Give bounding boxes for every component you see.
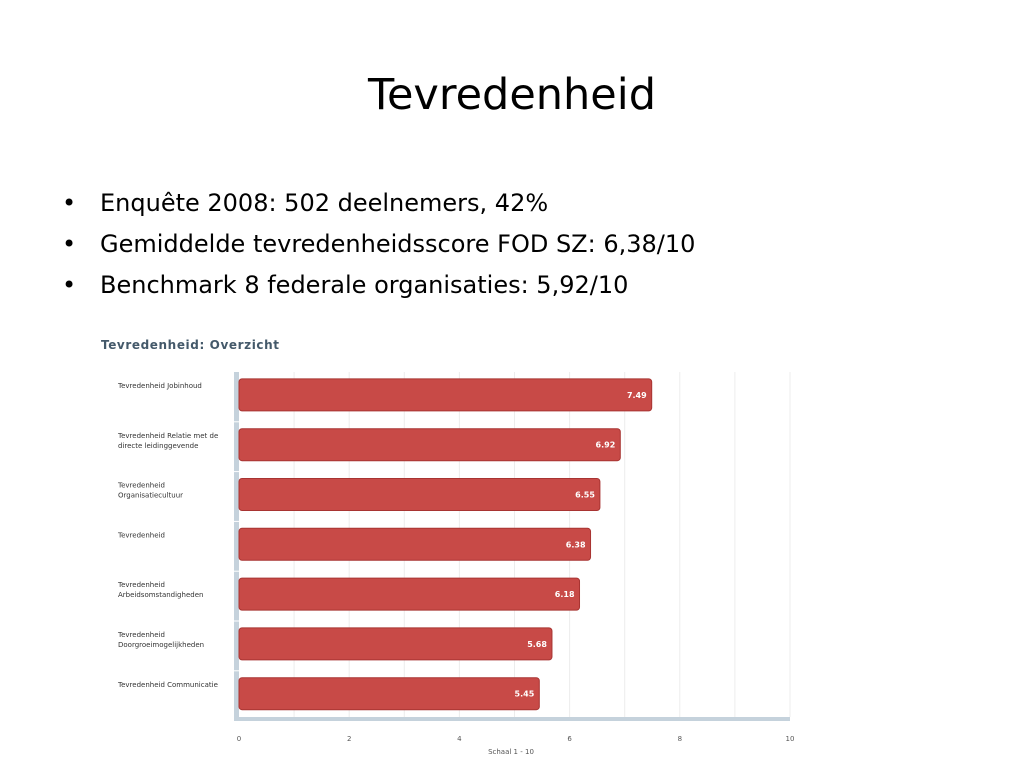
bar <box>238 378 653 412</box>
bar <box>238 627 553 661</box>
category-label: Tevredenheid Jobinhoud <box>117 382 202 390</box>
bullet-marker: • <box>62 189 77 217</box>
data-label: 6.92 <box>596 441 616 450</box>
bullet-list: • Enquête 2008: 502 deelnemers, 42% • Gemi… <box>62 184 695 307</box>
bar <box>238 428 621 462</box>
category-label: Tevredenheid <box>117 631 165 639</box>
category-label: Tevredenheid Relatie met de <box>117 432 218 440</box>
data-label: 5.68 <box>527 640 547 649</box>
bullet-text: Gemiddelde tevredenheidsscore FOD SZ: 6,… <box>100 230 696 258</box>
chart-title: Tevredenheid: Overzicht <box>101 338 280 352</box>
x-axis-label: Schaal 1 - 10 <box>488 748 534 756</box>
bullet-text: Benchmark 8 federale organisaties: 5,92/… <box>100 271 629 299</box>
category-label: Arbeidsomstandigheden <box>118 591 203 599</box>
bar <box>238 527 592 561</box>
data-label: 6.38 <box>566 540 586 549</box>
bullet-item: • Gemiddelde tevredenheidsscore FOD SZ: 6… <box>62 225 695 266</box>
x-tick-label: 6 <box>567 735 572 743</box>
data-label: 6.18 <box>555 590 575 599</box>
bullet-text: Enquête 2008: 502 deelnemers, 42% <box>100 189 549 217</box>
category-label: Tevredenheid <box>117 482 165 490</box>
data-label: 6.55 <box>575 491 595 500</box>
x-tick-label: 0 <box>237 735 241 743</box>
bullet-item: • Benchmark 8 federale organisaties: 5,92… <box>62 266 695 307</box>
data-label: 7.49 <box>627 391 647 400</box>
x-tick-label: 4 <box>457 735 462 743</box>
category-label: Tevredenheid <box>117 531 165 539</box>
bar <box>238 677 540 711</box>
x-axis-line <box>234 717 790 721</box>
x-tick-label: 2 <box>347 735 351 743</box>
x-tick-label: 10 <box>786 735 795 743</box>
bullet-item: • Enquête 2008: 502 deelnemers, 42% <box>62 184 695 225</box>
slide-title: Tevredenheid <box>367 70 656 120</box>
category-label: Doorgroeimogelijkheden <box>118 641 204 649</box>
bullet-marker: • <box>62 230 77 258</box>
category-label: directe leidinggevende <box>118 442 198 450</box>
bullet-marker: • <box>62 271 77 299</box>
bar <box>238 577 581 611</box>
bar <box>238 478 601 511</box>
x-tick-label: 8 <box>678 735 682 743</box>
category-label: Tevredenheid Communicatie <box>117 681 218 689</box>
y-axis-line <box>234 372 239 721</box>
data-label: 5.45 <box>515 690 535 699</box>
category-label: Organisatiecultuur <box>118 492 183 500</box>
category-label: Tevredenheid <box>117 581 165 589</box>
